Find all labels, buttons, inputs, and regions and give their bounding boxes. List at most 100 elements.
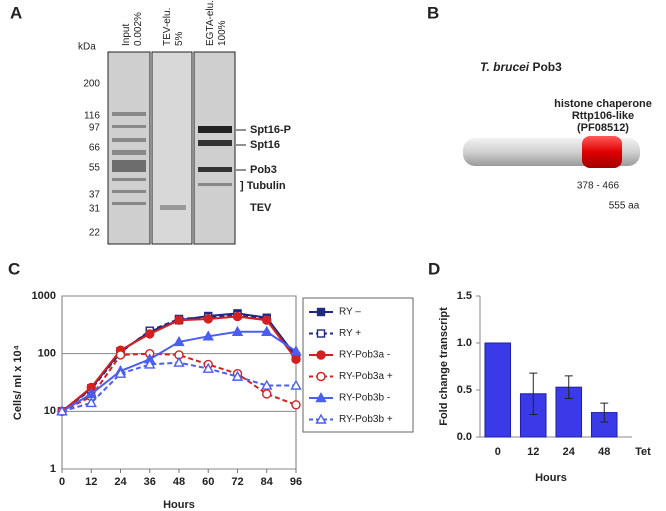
legend-label: RY + bbox=[339, 328, 361, 339]
panel-label: C bbox=[8, 259, 20, 278]
y-tick-label: 1.0 bbox=[457, 337, 472, 349]
marker bbox=[291, 354, 301, 364]
marker-label: 200 bbox=[83, 79, 100, 90]
y-tick-label: 1 bbox=[50, 463, 56, 475]
domain-label: Rttp106-like bbox=[572, 110, 634, 122]
band-label: Spt16 bbox=[250, 139, 280, 151]
marker-label: 66 bbox=[89, 143, 101, 154]
panel-label: A bbox=[10, 3, 22, 22]
y-tick-label: 10 bbox=[44, 405, 56, 417]
error-bar bbox=[529, 372, 538, 415]
marker bbox=[231, 325, 244, 336]
series-line bbox=[61, 352, 297, 413]
lane-label: EGTA-elu.100% bbox=[205, 0, 228, 46]
domain bbox=[582, 136, 622, 168]
marker-label: 97 bbox=[89, 123, 101, 134]
legend-label: RY – bbox=[339, 307, 361, 318]
marker bbox=[173, 356, 185, 367]
legend-label: RY-Pob3b - bbox=[339, 393, 390, 404]
marker bbox=[173, 335, 185, 347]
y-tick-label: 0.5 bbox=[457, 384, 472, 396]
x-tick-label: 48 bbox=[173, 476, 185, 488]
lane-label: TEV-elu.5% bbox=[162, 8, 185, 46]
lane-label-line: Input bbox=[121, 24, 132, 46]
x-axis-label: Hours bbox=[163, 499, 195, 511]
x-tick-label: 24 bbox=[114, 476, 127, 488]
marker bbox=[202, 362, 214, 373]
y-axis-label: Cells/ ml x 10⁴ bbox=[12, 345, 24, 420]
y-tick-label: 1.5 bbox=[457, 290, 472, 302]
y-axis-label: Fold change transcript bbox=[438, 307, 450, 426]
bar bbox=[484, 342, 512, 438]
x-axis-label: Hours bbox=[535, 472, 567, 484]
domain-label: (PF08512) bbox=[577, 122, 629, 134]
band-label: TEV bbox=[250, 202, 272, 214]
lane-label-line: EGTA-elu. bbox=[205, 0, 216, 46]
marker bbox=[145, 329, 155, 339]
marker bbox=[291, 400, 301, 410]
x-tick-label: 0 bbox=[495, 446, 501, 458]
marker bbox=[231, 370, 244, 381]
diagram-title: T. brucei Pob3 bbox=[480, 60, 562, 74]
legend-label: RY-Pob3b + bbox=[339, 414, 393, 425]
band-label: ] Tubulin bbox=[240, 180, 286, 192]
panel-label: B bbox=[427, 3, 439, 22]
marker bbox=[144, 358, 156, 369]
lane-label-line: 5% bbox=[174, 31, 185, 46]
gel bbox=[107, 51, 236, 245]
lane-label-line: 100% bbox=[217, 20, 228, 46]
y-tick-label: 1000 bbox=[32, 290, 56, 302]
x-extra-label: Tet bbox=[635, 446, 651, 458]
y-tick-label: 0.0 bbox=[457, 431, 472, 443]
error-bar bbox=[564, 375, 573, 399]
marker bbox=[85, 396, 97, 408]
marker bbox=[290, 345, 302, 356]
marker-label: 55 bbox=[89, 163, 101, 174]
marker bbox=[202, 330, 214, 341]
marker bbox=[316, 350, 326, 360]
marker-label: 22 bbox=[89, 228, 101, 239]
marker bbox=[56, 405, 68, 416]
kda-label: kDa bbox=[78, 42, 96, 53]
marker bbox=[262, 389, 272, 399]
series-line bbox=[61, 313, 297, 413]
marker bbox=[316, 307, 326, 317]
marker bbox=[261, 325, 273, 336]
panel-label: D bbox=[428, 259, 440, 278]
lane-label-line: TEV-elu. bbox=[162, 8, 173, 46]
marker bbox=[232, 311, 243, 322]
x-tick-label: 36 bbox=[144, 476, 156, 488]
lane-label: Input0.002% bbox=[121, 12, 144, 46]
marker bbox=[261, 379, 273, 390]
marker-label: 31 bbox=[89, 204, 101, 215]
error-bar bbox=[600, 402, 609, 423]
marker bbox=[315, 413, 327, 424]
x-tick-label: 60 bbox=[202, 476, 214, 488]
x-tick-label: 48 bbox=[598, 446, 610, 458]
band-label: Spt16-P bbox=[250, 124, 291, 136]
x-tick-label: 24 bbox=[563, 446, 576, 458]
x-tick-label: 12 bbox=[527, 446, 539, 458]
title-italic: T. brucei bbox=[480, 60, 530, 74]
marker bbox=[114, 367, 127, 378]
y-tick-label: 100 bbox=[38, 348, 56, 360]
marker-label: 116 bbox=[84, 111, 100, 122]
x-tick-label: 84 bbox=[261, 476, 274, 488]
marker bbox=[174, 315, 184, 325]
marker-label: 37 bbox=[89, 190, 101, 201]
legend-label: RY-Pob3a - bbox=[339, 350, 390, 361]
x-tick-label: 96 bbox=[290, 476, 302, 488]
marker bbox=[290, 379, 302, 390]
domain-label: histone chaperone bbox=[554, 98, 652, 110]
title-rest: Pob3 bbox=[529, 60, 562, 74]
marker bbox=[203, 314, 213, 324]
lane-label-line: 0.002% bbox=[133, 12, 144, 46]
legend-label: RY-Pob3a + bbox=[339, 371, 393, 382]
x-tick-label: 72 bbox=[231, 476, 243, 488]
marker bbox=[316, 329, 326, 338]
marker bbox=[262, 315, 272, 325]
marker bbox=[315, 392, 327, 403]
marker bbox=[115, 350, 126, 360]
x-tick-label: 0 bbox=[59, 476, 65, 488]
band-label: Pob3 bbox=[250, 164, 277, 176]
